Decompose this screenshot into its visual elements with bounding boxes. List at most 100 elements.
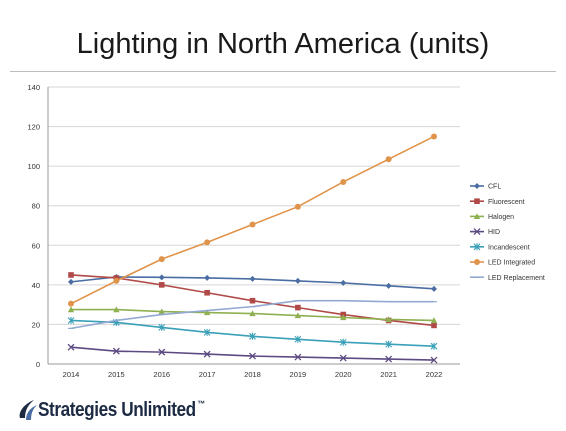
x-axis-ticks: 2014 2015 2016 2017 2018 2019 2020 2021 2022 <box>63 370 443 379</box>
series-led-replacement <box>68 299 437 330</box>
y-tick-label: 40 <box>32 281 40 290</box>
y-tick-label: 0 <box>36 360 40 369</box>
legend-label: CFL <box>488 184 501 191</box>
legend-entry: LED Replacement <box>470 275 545 282</box>
legend-entry: Incandescent <box>470 243 530 251</box>
x-tick-label: 2014 <box>63 370 80 379</box>
legend-label: Incandescent <box>488 244 530 251</box>
data-point <box>431 285 437 292</box>
brand-trademark: ™ <box>197 398 205 409</box>
x-tick-label: 2020 <box>335 370 352 379</box>
series-cfl <box>68 273 437 292</box>
x-tick-label: 2018 <box>244 370 261 379</box>
data-point <box>67 343 75 351</box>
data-point <box>473 213 481 219</box>
x-tick-label: 2016 <box>153 370 170 379</box>
title-divider <box>10 71 556 72</box>
legend-entry: Fluorescent <box>470 198 525 206</box>
data-point <box>249 221 256 228</box>
data-point <box>474 198 480 204</box>
y-tick-label: 60 <box>32 241 40 250</box>
legend-entry: Halogen <box>470 213 514 221</box>
y-axis-ticks: 0 20 40 60 80 100 120 140 <box>27 83 40 369</box>
data-point <box>339 338 347 346</box>
data-point <box>340 279 347 286</box>
data-point <box>249 297 256 304</box>
legend: CFL Fluorescent Halogen HID Incandescent LED … <box>470 183 545 282</box>
data-point <box>473 243 481 251</box>
data-point <box>113 306 120 313</box>
data-point <box>67 306 75 313</box>
data-point <box>68 272 74 278</box>
legend-label: HID <box>488 229 500 236</box>
data-point <box>158 323 166 331</box>
series-hid <box>67 343 438 364</box>
data-point <box>158 348 166 356</box>
data-point <box>68 300 74 307</box>
legend-label: Fluorescent <box>488 199 525 206</box>
data-point <box>385 340 393 348</box>
legend-entry: CFL <box>470 183 501 191</box>
data-point <box>249 310 256 317</box>
brand-swoosh-icon <box>19 400 37 420</box>
data-point <box>113 277 120 284</box>
data-point <box>158 282 165 288</box>
data-point <box>385 282 392 289</box>
x-tick-label: 2019 <box>290 370 307 379</box>
page-title: Lighting in North America (units) <box>76 28 490 60</box>
data-point <box>430 342 438 350</box>
data-point <box>203 350 211 358</box>
series-incandescent <box>67 316 438 350</box>
data-point <box>430 317 438 324</box>
data-point <box>431 322 437 329</box>
data-point <box>340 178 347 185</box>
data-point <box>385 156 392 163</box>
data-point <box>385 355 393 363</box>
data-point <box>294 353 302 361</box>
y-tick-label: 140 <box>27 83 40 92</box>
brand-logo: Strategies Unlimited ™ <box>16 396 232 424</box>
legend-entry: LED Integrated <box>470 259 535 267</box>
x-tick-label: 2022 <box>426 370 443 379</box>
data-point <box>430 356 438 364</box>
data-point <box>249 332 256 340</box>
data-point <box>295 304 301 311</box>
data-point <box>473 228 481 236</box>
data-point <box>68 278 74 285</box>
data-point <box>294 335 302 343</box>
x-tick-label: 2021 <box>380 370 397 379</box>
data-point <box>204 274 211 281</box>
series-led-integrated <box>68 133 437 307</box>
data-point <box>112 347 120 355</box>
y-tick-label: 100 <box>27 162 40 171</box>
data-point <box>339 354 347 362</box>
data-point <box>340 314 347 321</box>
x-tick-label: 2017 <box>199 370 216 379</box>
data-point <box>158 308 165 315</box>
data-point <box>203 328 211 336</box>
legend-label: LED Integrated <box>488 260 535 267</box>
legend-entry: HID <box>470 228 500 236</box>
data-point <box>294 203 301 210</box>
data-point <box>204 239 211 246</box>
data-point <box>431 133 437 140</box>
data-point <box>294 277 301 284</box>
series-halogen <box>67 306 438 324</box>
y-tick-label: 120 <box>27 123 40 132</box>
y-tick-label: 80 <box>32 202 40 211</box>
data-point <box>474 183 480 189</box>
y-tick-label: 20 <box>32 320 40 329</box>
data-point <box>203 309 211 316</box>
brand-name: Strategies Unlimited ™ <box>38 398 205 421</box>
series-lines <box>67 133 438 364</box>
legend-label: LED Replacement <box>488 275 545 282</box>
grid-lines <box>47 86 460 365</box>
data-point <box>294 312 302 319</box>
data-point <box>67 316 75 324</box>
data-point <box>474 259 480 265</box>
data-point <box>158 256 165 263</box>
data-point <box>249 352 256 360</box>
data-point <box>158 274 165 281</box>
x-tick-label: 2015 <box>108 370 125 379</box>
